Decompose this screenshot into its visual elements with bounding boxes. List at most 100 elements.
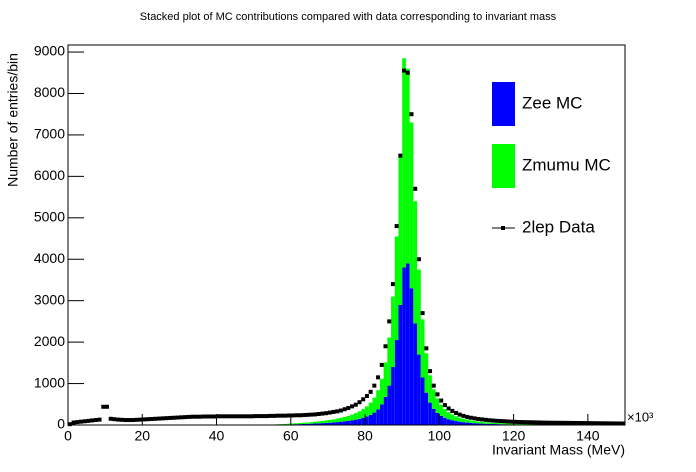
data-point [558,420,563,425]
data-point [242,414,247,419]
bar [424,353,429,393]
bar [502,423,507,425]
data-point [361,397,366,402]
data-point [171,415,176,420]
bar [357,411,362,419]
y-tick-label: 3000 [34,291,65,307]
data-point [290,413,295,418]
bar [457,417,462,422]
data-point [86,418,91,423]
data-point [123,418,128,423]
data-point [350,404,355,409]
bar [435,412,440,425]
bar [454,421,458,425]
data-point [153,416,158,421]
bar [335,422,340,425]
data-point [145,417,150,422]
bar [320,420,325,424]
bar [480,423,484,425]
data-point [610,421,615,426]
bar [469,422,473,425]
bar [457,421,462,425]
data-point [513,419,518,424]
bar [480,421,484,424]
data-point [576,421,581,426]
bar [339,417,343,422]
data-point [164,416,169,421]
data-point [223,414,228,419]
data-point [487,418,492,423]
bar [361,417,366,425]
data-point [364,393,369,398]
y-tick-label: 5000 [34,209,65,225]
bar [469,420,473,423]
bar [417,354,421,425]
data-point [480,417,485,422]
bar [420,319,425,378]
data-point [569,420,574,425]
data-point [238,414,243,419]
bar [506,423,510,425]
data-point [168,415,173,420]
bar [431,408,436,425]
bar [509,423,514,425]
bar [346,420,351,425]
bar [417,269,421,355]
bar [383,362,388,397]
bar [294,423,299,425]
data-point [156,416,161,421]
data-point [465,414,470,419]
bar [350,414,354,421]
bar [409,288,414,425]
data-point [234,414,239,419]
data-point [208,414,213,419]
data-point [413,186,418,191]
x-tick-label: 140 [576,428,600,444]
bar [376,409,380,425]
data-point [520,420,525,425]
data-point [554,420,559,425]
x-tick-label: 60 [283,428,299,444]
data-point [175,415,180,420]
bar [365,406,369,417]
bar [483,422,488,424]
x-axis-title: Invariant Mass (MeV) [492,442,625,458]
bar [428,375,432,403]
bar [391,366,395,425]
bar [446,412,451,420]
x-tick-label: 80 [357,428,373,444]
bar [372,412,377,425]
bar [513,423,518,425]
data-point [268,413,273,418]
bar [379,404,384,425]
bar [443,409,447,418]
bar [387,337,392,386]
bar [439,415,444,425]
bar [324,420,328,423]
data-point [584,421,589,426]
bar [461,418,466,423]
data-point [550,420,555,425]
bar [335,418,340,423]
data-point [149,416,154,421]
data-point [257,414,262,419]
y-tick-label: 0 [57,416,65,432]
data-point [595,421,600,426]
bar [342,421,347,425]
data-point [346,406,351,411]
data-point [127,418,132,423]
data-point [283,413,288,418]
data-point [249,414,254,419]
bar [353,413,358,420]
data-point [446,406,451,411]
data-point [67,422,72,427]
bar [372,397,377,413]
bar [301,423,306,425]
data-point [134,417,139,422]
data-point [331,409,336,414]
bar [316,423,321,425]
data-point [138,417,143,422]
bar [405,68,410,264]
data-point [160,416,165,421]
data-point [78,419,83,424]
